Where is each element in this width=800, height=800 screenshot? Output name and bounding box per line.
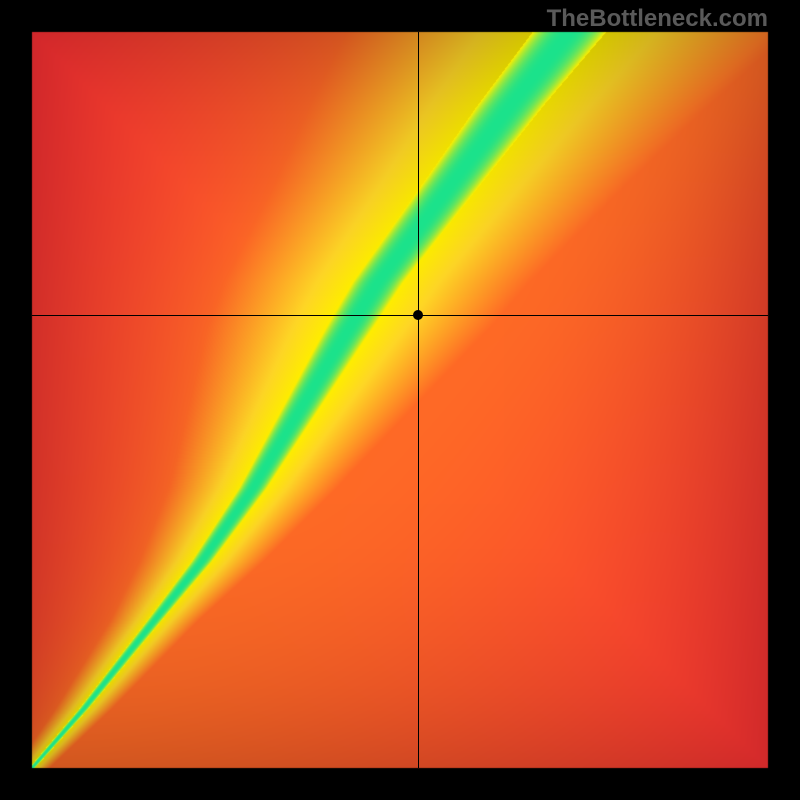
bottleneck-heatmap <box>0 0 800 800</box>
watermark-text: TheBottleneck.com <box>547 5 768 33</box>
chart-container: TheBottleneck.com <box>0 0 800 800</box>
